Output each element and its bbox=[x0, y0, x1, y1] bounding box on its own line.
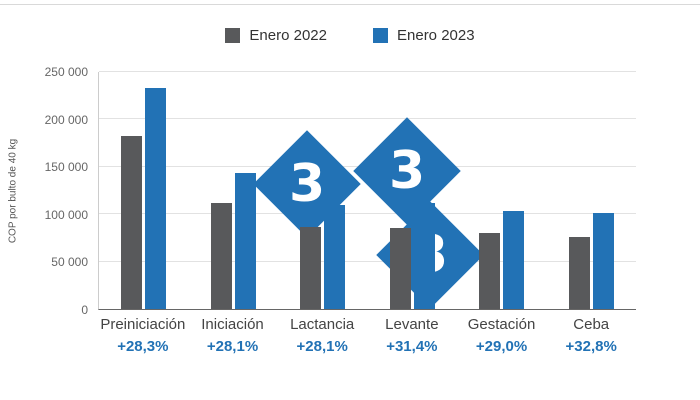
percent-change-label: +32,8% bbox=[565, 338, 617, 355]
gridline bbox=[99, 71, 636, 72]
legend-swatch-icon bbox=[225, 27, 241, 43]
x-label-group: Ceba +32,8% bbox=[546, 316, 636, 355]
category-label: Lactancia bbox=[290, 316, 355, 333]
bar-group-iniciación bbox=[189, 72, 279, 309]
bar-enero-2023[interactable] bbox=[592, 213, 614, 309]
x-label-group: Iniciación +28,1% bbox=[188, 316, 278, 355]
legend-label: Enero 2023 bbox=[397, 26, 475, 44]
percent-change-label: +28,3% bbox=[117, 338, 169, 355]
bar-group-gestación bbox=[457, 72, 547, 309]
y-tick-label: 0 bbox=[81, 303, 88, 317]
gridline bbox=[99, 260, 636, 262]
bar-enero-2022[interactable] bbox=[479, 233, 501, 309]
bar-groups bbox=[99, 72, 636, 309]
bar-group-ceba bbox=[547, 72, 637, 309]
plot-area: 3 3 3 bbox=[98, 71, 636, 310]
bar-group-preiniciación bbox=[99, 72, 189, 309]
bar-enero-2022[interactable] bbox=[300, 227, 322, 309]
y-tick-label: 250 000 bbox=[44, 65, 88, 79]
bar-enero-2022[interactable] bbox=[568, 236, 590, 309]
bar-group-levante bbox=[368, 72, 458, 309]
bar-enero-2022[interactable] bbox=[389, 228, 411, 309]
percent-change-label: +31,4% bbox=[386, 338, 438, 355]
bar-enero-2023[interactable] bbox=[413, 203, 435, 309]
y-axis-ticks: 0 50 000 100 000 150 000 200 000 250 000 bbox=[26, 65, 98, 317]
bar-group-lactancia bbox=[278, 72, 368, 309]
x-label-group: Preiniciación +28,3% bbox=[98, 316, 188, 355]
bar-enero-2023[interactable] bbox=[145, 87, 167, 309]
x-label-group: Lactancia +28,1% bbox=[277, 316, 367, 355]
y-tick-label: 200 000 bbox=[44, 112, 88, 127]
category-label: Levante bbox=[385, 316, 439, 333]
legend-swatch-icon bbox=[373, 27, 388, 43]
x-label-group: Levante +31,4% bbox=[367, 316, 457, 355]
y-tick-label: 150 000 bbox=[44, 160, 88, 175]
legend-item[interactable]: Enero 2023 bbox=[373, 27, 475, 44]
bar-enero-2023[interactable] bbox=[234, 172, 256, 309]
category-label: Ceba bbox=[573, 316, 610, 333]
category-label: Preiniciación bbox=[100, 316, 186, 333]
legend-item[interactable]: Enero 2022 bbox=[225, 27, 327, 44]
legend-label: Enero 2022 bbox=[249, 26, 327, 44]
y-tick-label: 50 000 bbox=[51, 255, 88, 270]
percent-change-label: +28,1% bbox=[296, 338, 348, 355]
y-axis-title-text: COP por bulto de 40 kg bbox=[7, 138, 19, 244]
x-axis-labels: Preiniciación +28,3% Iniciación +28,1% Lacta… bbox=[98, 316, 636, 355]
percent-change-label: +28,1% bbox=[206, 338, 259, 355]
bar-enero-2023[interactable] bbox=[324, 204, 346, 309]
gridline bbox=[99, 118, 636, 120]
y-axis-title: COP por bulto de 40 kg bbox=[0, 72, 26, 310]
percent-change-label: +29,0% bbox=[475, 338, 528, 355]
chart-legend: Enero 2022 Enero 2023 bbox=[0, 25, 700, 45]
top-divider bbox=[0, 4, 700, 5]
bar-enero-2022[interactable] bbox=[210, 202, 232, 309]
y-tick-label: 100 000 bbox=[44, 207, 88, 222]
bar-enero-2023[interactable] bbox=[503, 211, 525, 309]
chart: COP por bulto de 40 kg 0 50 000 100 000 150… bbox=[0, 65, 700, 317]
category-label: Iniciación bbox=[201, 316, 264, 333]
gridline bbox=[99, 213, 636, 215]
x-label-group: Gestación +29,0% bbox=[457, 316, 547, 355]
category-label: Gestación bbox=[467, 316, 536, 333]
bar-enero-2022[interactable] bbox=[121, 136, 143, 309]
